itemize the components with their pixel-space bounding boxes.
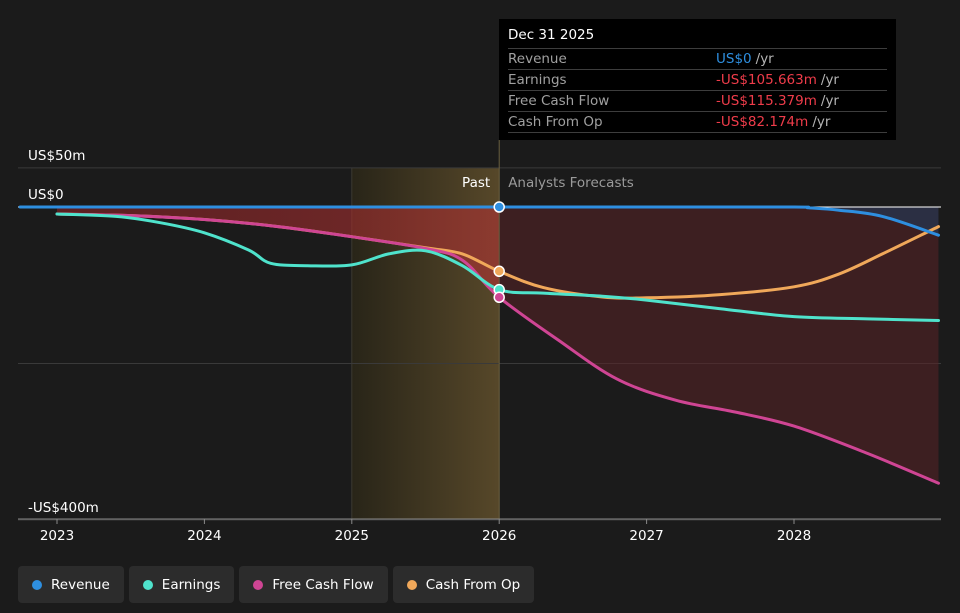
tooltip-value: US$0 — [716, 51, 752, 67]
tooltip-row-free-cash-flow: Free Cash Flow -US$115.379m /yr — [508, 90, 887, 111]
tooltip-value: -US$82.174m — [716, 114, 809, 130]
tooltip-label: Free Cash Flow — [508, 93, 610, 109]
y-tick-label-0: US$0 — [28, 187, 64, 203]
legend-dot-cash-from-op — [406, 579, 417, 590]
past-label: Past — [462, 175, 490, 191]
legend-label: Revenue — [51, 576, 110, 593]
tooltip-label: Revenue — [508, 51, 567, 67]
tooltip: Dec 31 2025 Revenue US$0 /yr Earnings -U… — [499, 19, 896, 140]
forecast-area-fill — [499, 207, 939, 484]
tooltip-unit: /yr — [820, 93, 839, 109]
cash-from-op-marker — [493, 265, 505, 278]
tooltip-date: Dec 31 2025 — [508, 27, 595, 43]
legend: Revenue Earnings Free Cash Flow Cash Fro… — [18, 566, 535, 603]
y-tick-label-neg-400m: -US$400m — [28, 500, 99, 516]
tooltip-label: Earnings — [508, 72, 567, 88]
x-tick-label-2024: 2024 — [187, 528, 221, 544]
earnings-line — [55, 212, 940, 322]
revenue-line — [18, 205, 940, 237]
tooltip-value: -US$115.379m — [716, 93, 817, 109]
legend-label: Free Cash Flow — [272, 576, 374, 593]
analysts-forecasts-label: Analysts Forecasts — [508, 175, 634, 191]
free-cash-flow-marker — [493, 291, 505, 304]
tooltip-unit: /yr — [755, 51, 774, 67]
x-tick-label-2028: 2028 — [777, 528, 811, 544]
tooltip-row-earnings: Earnings -US$105.663m /yr — [508, 69, 887, 90]
legend-dot-revenue — [32, 579, 42, 590]
legend-label: Earnings — [161, 576, 221, 593]
y-tick-label-50m: US$50m — [28, 148, 85, 164]
legend-dot-earnings — [142, 579, 153, 590]
past-area-fill — [57, 207, 500, 298]
legend-item-earnings[interactable]: Earnings — [128, 566, 235, 603]
legend-item-revenue[interactable]: Revenue — [18, 566, 124, 603]
tooltip-unit: /yr — [812, 114, 831, 130]
tooltip-value: -US$105.663m — [716, 72, 817, 88]
x-tick-label-2026: 2026 — [482, 528, 516, 544]
legend-label: Cash From Op — [425, 576, 521, 593]
tooltip-unit: /yr — [820, 72, 839, 88]
tooltip-label: Cash From Op — [508, 114, 603, 130]
legend-dot-free-cash-flow — [253, 579, 264, 590]
legend-item-free-cash-flow[interactable]: Free Cash Flow — [239, 566, 388, 603]
legend-item-cash-from-op[interactable]: Cash From Op — [392, 566, 535, 603]
x-tick-label-2023: 2023 — [40, 528, 74, 544]
revenue-marker — [493, 201, 505, 213]
x-tick-label-2027: 2027 — [629, 528, 663, 544]
tooltip-row-revenue: Revenue US$0 /yr — [508, 48, 887, 69]
tooltip-row-cash-from-op: Cash From Op -US$82.174m /yr — [508, 111, 887, 133]
x-tick-label-2025: 2025 — [335, 528, 369, 544]
